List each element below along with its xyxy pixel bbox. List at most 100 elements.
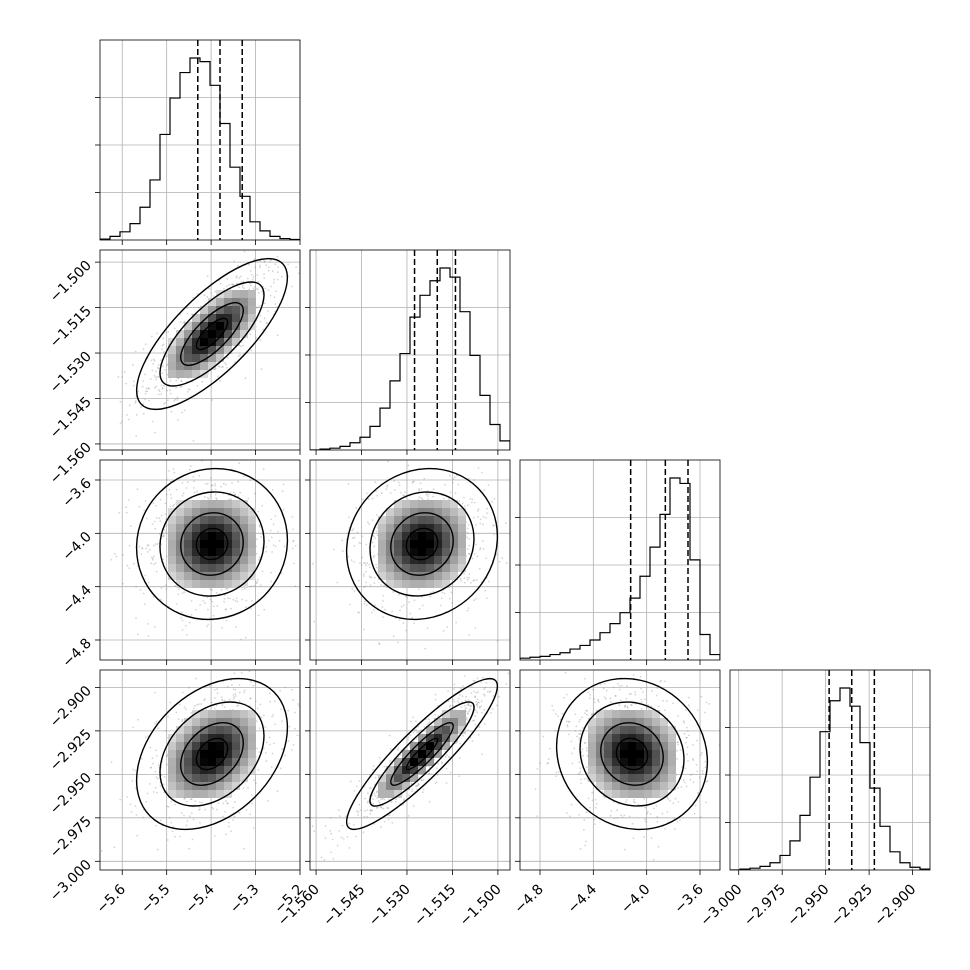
density-cell — [418, 500, 426, 508]
scatter-point — [128, 404, 131, 407]
density-cell — [176, 774, 184, 782]
scatter-point — [178, 703, 181, 706]
scatter-point — [403, 494, 406, 497]
scatter-point — [157, 367, 160, 370]
density-cell — [410, 580, 418, 588]
scatter-point — [245, 606, 247, 609]
scatter-point — [421, 604, 424, 607]
scatter-point — [338, 809, 340, 811]
density-cell — [426, 758, 434, 766]
scatter-point — [199, 821, 201, 824]
scatter-point — [616, 817, 619, 819]
scatter-point — [139, 589, 142, 591]
scatter-point — [442, 454, 444, 456]
density-cell — [184, 564, 192, 572]
scatter-point — [471, 740, 474, 743]
scatter-point — [486, 512, 488, 514]
density-cell — [192, 750, 200, 758]
scatter-point — [603, 682, 606, 685]
scatter-point — [166, 763, 168, 766]
scatter-point — [196, 293, 199, 295]
density-cell — [208, 782, 216, 790]
scatter-point — [465, 695, 468, 698]
scatter-point — [149, 378, 152, 380]
density-cell — [588, 774, 596, 782]
scatter-point — [249, 697, 252, 700]
scatter-point — [136, 834, 139, 837]
density-cell — [168, 516, 176, 524]
scatter-point — [568, 815, 571, 818]
contour-0 — [405, 737, 439, 771]
scatter-point — [407, 815, 410, 817]
density-cell — [410, 572, 418, 580]
scatter-point — [141, 547, 144, 550]
scatter-point — [255, 782, 257, 785]
scatter-point — [110, 558, 113, 561]
scatter-point — [586, 778, 588, 780]
scatter-point — [334, 870, 336, 872]
density-cell — [410, 750, 418, 758]
density-cell — [418, 742, 426, 750]
scatter-point — [632, 800, 635, 803]
scatter-point — [411, 788, 414, 791]
scatter-point — [459, 694, 461, 696]
scatter-point — [468, 704, 470, 707]
scatter-point — [165, 789, 168, 792]
density-cell — [378, 556, 386, 564]
density-cell — [216, 742, 224, 750]
scatter-point — [364, 810, 366, 812]
density-cell — [224, 750, 232, 758]
scatter-point — [661, 812, 664, 815]
density-cell — [442, 572, 450, 580]
density-cell — [418, 758, 426, 766]
density-cell — [394, 572, 402, 580]
density-cell — [224, 524, 232, 532]
density-cell — [620, 734, 628, 742]
scatter-point — [146, 390, 149, 393]
scatter-point — [265, 760, 268, 763]
scatter-point — [277, 266, 279, 268]
scatter-point — [630, 703, 632, 706]
scatter-point — [475, 597, 477, 600]
density-cell — [200, 540, 208, 548]
scatter-point — [251, 802, 253, 805]
scatter-point — [489, 690, 492, 693]
scatter-point — [657, 845, 660, 848]
scatter-point — [415, 738, 418, 740]
scatter-point — [575, 725, 578, 728]
scatter-point — [476, 447, 478, 449]
scatter-point — [258, 558, 260, 561]
scatter-point — [391, 610, 394, 613]
scatter-point — [277, 530, 279, 533]
scatter-point — [236, 282, 238, 285]
scatter-point — [458, 702, 460, 705]
scatter-point — [482, 523, 484, 526]
density-cell — [168, 524, 176, 532]
scatter-point — [398, 484, 401, 487]
density-cell — [240, 290, 248, 298]
scatter-point — [263, 277, 266, 279]
scatter-point — [374, 604, 376, 607]
density-cell — [418, 516, 426, 524]
scatter-point — [674, 797, 677, 800]
density-cell — [410, 774, 418, 782]
scatter-point — [140, 553, 143, 555]
scatter-point — [167, 331, 170, 333]
scatter-point — [158, 533, 161, 535]
scatter-point — [186, 633, 188, 636]
density-cell — [176, 766, 184, 774]
density-cell — [192, 734, 200, 742]
scatter-point — [657, 705, 660, 708]
scatter-point — [469, 736, 472, 739]
scatter-point — [270, 518, 273, 521]
scatter-point — [154, 824, 157, 827]
scatter-point — [223, 597, 226, 600]
density-cell — [394, 556, 402, 564]
scatter-point — [270, 536, 273, 538]
density-cell — [644, 758, 652, 766]
scatter-point — [201, 380, 204, 383]
scatter-point — [366, 492, 368, 495]
scatter-point — [147, 544, 150, 547]
scatter-point — [353, 590, 356, 592]
scatter-point — [584, 741, 587, 744]
